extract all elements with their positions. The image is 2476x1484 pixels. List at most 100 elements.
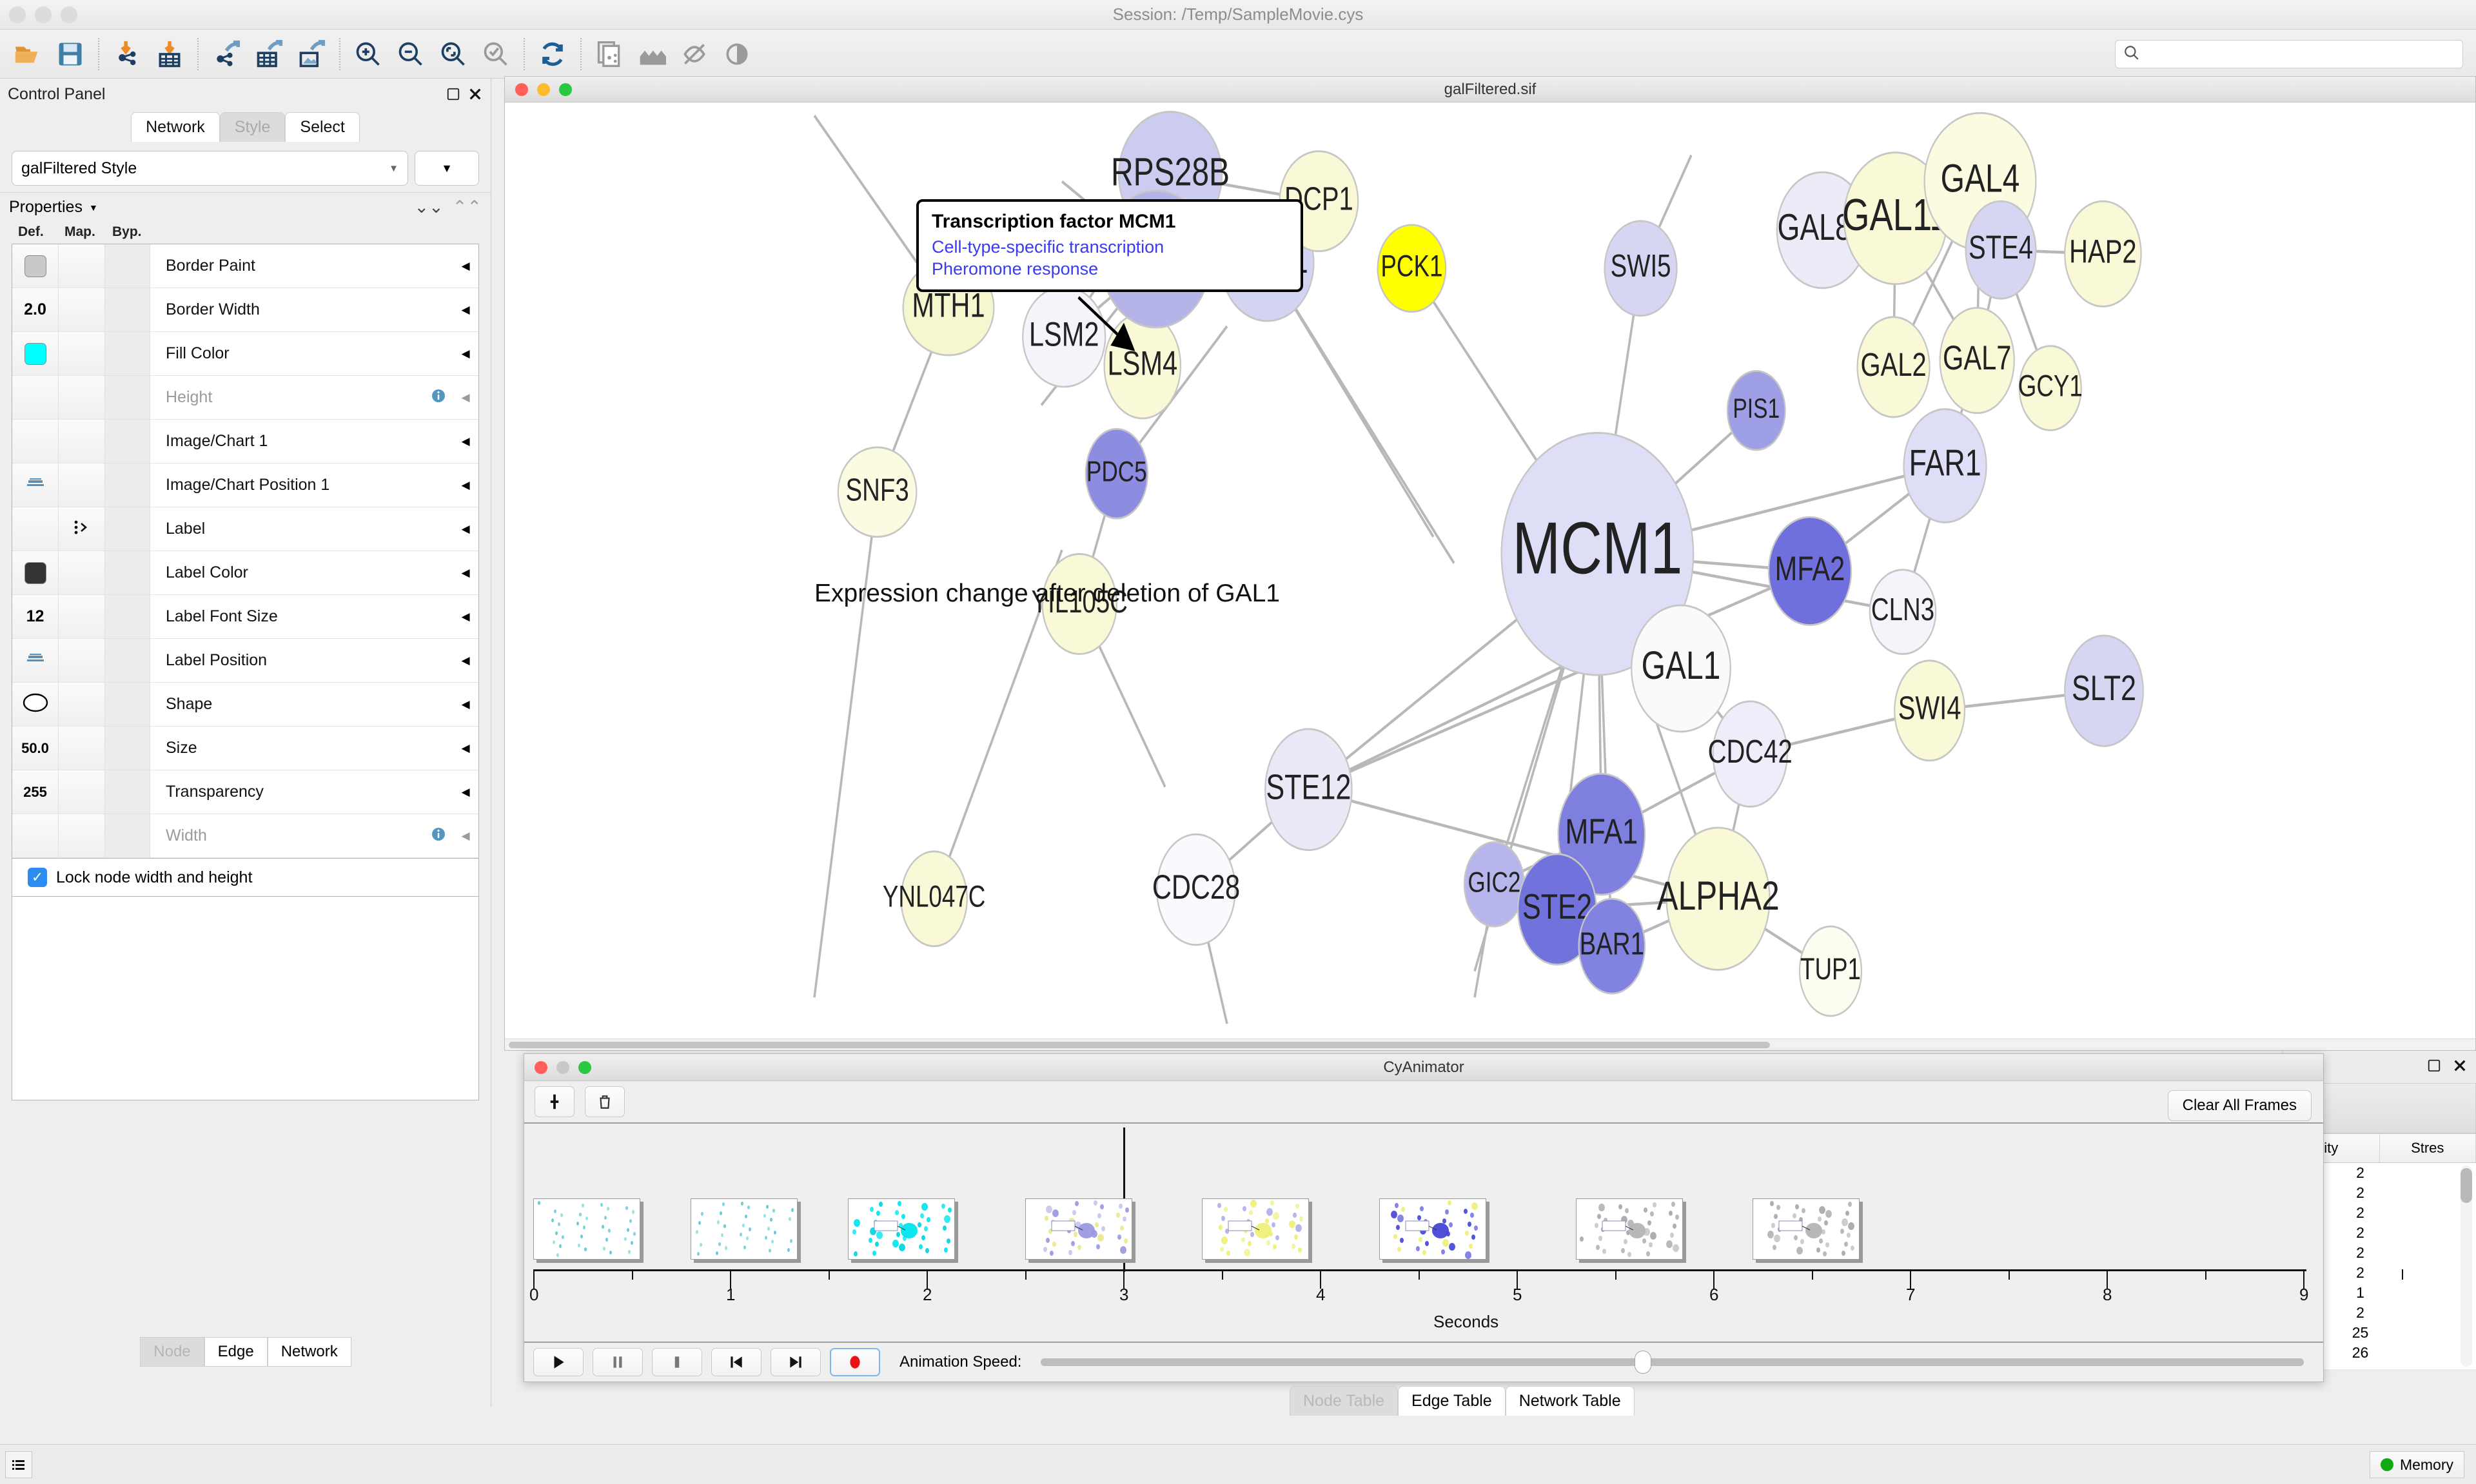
- first-neighbors-icon[interactable]: [631, 33, 673, 75]
- property-row[interactable]: Label Position ◀: [12, 639, 478, 683]
- network-node[interactable]: SNF3: [837, 446, 918, 538]
- table-row[interactable]: 25: [2352, 1324, 2369, 1341]
- info-icon[interactable]: [431, 388, 446, 407]
- property-row[interactable]: Shape ◀: [12, 683, 478, 727]
- hide-selected-icon[interactable]: [673, 33, 716, 75]
- network-node[interactable]: ALPHA2: [1657, 826, 1780, 971]
- property-mapping-cell[interactable]: [59, 639, 105, 682]
- property-default-cell[interactable]: 12: [12, 595, 59, 638]
- timeline-frame[interactable]: [533, 1198, 640, 1260]
- property-expand-arrow[interactable]: ◀: [461, 391, 470, 404]
- network-node[interactable]: TUP1: [1798, 925, 1863, 1017]
- network-node[interactable]: SLT2: [2064, 634, 2144, 747]
- property-default-cell[interactable]: [12, 464, 59, 507]
- property-mapping-cell[interactable]: [59, 288, 105, 331]
- skip-back-button[interactable]: [711, 1348, 761, 1376]
- add-frame-button[interactable]: [535, 1086, 575, 1117]
- network-node[interactable]: CLN3: [1869, 569, 1937, 655]
- zoom-out-icon[interactable]: [389, 33, 432, 75]
- record-button[interactable]: [830, 1348, 880, 1376]
- close-window-dot[interactable]: [515, 83, 528, 96]
- property-bypass-cell[interactable]: [105, 595, 150, 638]
- property-default-cell[interactable]: [12, 814, 59, 857]
- network-node[interactable]: LSM4: [1103, 312, 1182, 420]
- zoom-selected-icon[interactable]: [475, 33, 517, 75]
- close-icon[interactable]: [467, 86, 483, 102]
- column-ity[interactable]: ity: [2283, 1134, 2380, 1162]
- property-expand-arrow[interactable]: ◀: [461, 654, 470, 667]
- property-bypass-cell[interactable]: [105, 288, 150, 331]
- property-mapping-cell[interactable]: [59, 727, 105, 770]
- property-mapping-cell[interactable]: [59, 244, 105, 288]
- property-row[interactable]: 255 Transparency ◀: [12, 770, 478, 814]
- cyanimator-timeline[interactable]: 0 1 2 3 4 5 6 7 8 9 Seconds: [524, 1124, 2403, 1331]
- animation-speed-knob[interactable]: [1634, 1351, 1651, 1374]
- show-all-icon[interactable]: [716, 33, 758, 75]
- property-expand-arrow[interactable]: ◀: [461, 566, 470, 579]
- network-canvas[interactable]: MTH1SNF3LSM2LSM4RPS28BRPS28ADMC1DCP1PCK1…: [505, 103, 2475, 1050]
- collapse-all-icon[interactable]: ⌃⌃: [452, 197, 482, 217]
- open-folder-icon[interactable]: [6, 33, 49, 75]
- pause-button[interactable]: [593, 1348, 643, 1376]
- bottom-tab-network[interactable]: Network: [267, 1337, 351, 1367]
- clear-all-frames-button[interactable]: Clear All Frames: [2167, 1090, 2312, 1121]
- search-input[interactable]: [2145, 45, 2442, 63]
- property-row[interactable]: 50.0 Size ◀: [12, 727, 478, 770]
- network-node[interactable]: PCK1: [1377, 224, 1447, 313]
- property-expand-arrow[interactable]: ◀: [461, 785, 470, 798]
- search-box[interactable]: [2115, 40, 2463, 68]
- network-node[interactable]: GIC2: [1463, 841, 1525, 928]
- property-bypass-cell[interactable]: [105, 420, 150, 463]
- property-mapping-cell[interactable]: [59, 464, 105, 507]
- network-node[interactable]: YIL105C: [1031, 552, 1128, 655]
- tab-network-table[interactable]: Network Table: [1505, 1386, 1635, 1416]
- network-node[interactable]: PDC5: [1085, 427, 1148, 520]
- timeline-frame[interactable]: [1202, 1198, 1309, 1260]
- close-icon[interactable]: [2453, 1059, 2467, 1076]
- property-bypass-cell[interactable]: [105, 244, 150, 288]
- color-swatch[interactable]: [24, 255, 46, 277]
- tab-node-table[interactable]: Node Table: [1290, 1386, 1399, 1416]
- timeline-frame[interactable]: [848, 1198, 955, 1260]
- property-row[interactable]: Height ◀: [12, 376, 478, 420]
- lock-node-size-row[interactable]: ✓ Lock node width and height: [12, 859, 479, 897]
- network-node[interactable]: MCM1: [1500, 432, 1695, 676]
- maximize-window-dot[interactable]: [559, 83, 572, 96]
- property-default-cell[interactable]: [12, 551, 59, 594]
- cyanimator-window-controls[interactable]: [535, 1060, 591, 1074]
- restore-window-icon[interactable]: [446, 86, 461, 102]
- network-node[interactable]: CDC42: [1708, 700, 1793, 808]
- property-expand-arrow[interactable]: ◀: [461, 610, 470, 623]
- timeline-frame[interactable]: [1575, 1198, 1683, 1260]
- tab-network[interactable]: Network: [131, 112, 220, 142]
- tab-edge-table[interactable]: Edge Table: [1398, 1386, 1506, 1416]
- property-default-cell[interactable]: 2.0: [12, 288, 59, 331]
- property-row[interactable]: 2.0 Border Width ◀: [12, 288, 478, 332]
- property-bypass-cell[interactable]: [105, 683, 150, 726]
- animation-speed-slider[interactable]: [1041, 1351, 2304, 1374]
- property-default-cell[interactable]: [12, 639, 59, 682]
- property-expand-arrow[interactable]: ◀: [461, 303, 470, 316]
- property-default-cell[interactable]: 50.0: [12, 727, 59, 770]
- property-row[interactable]: 12 Label Font Size ◀: [12, 595, 478, 639]
- property-mapping-cell[interactable]: [59, 595, 105, 638]
- timeline-frame[interactable]: [691, 1198, 798, 1260]
- table-row[interactable]: 2: [2356, 1204, 2364, 1221]
- color-swatch[interactable]: [24, 342, 46, 365]
- property-expand-arrow[interactable]: ◀: [461, 741, 470, 754]
- maximize-window-dot[interactable]: [61, 6, 77, 23]
- property-bypass-cell[interactable]: [105, 507, 150, 551]
- refresh-icon[interactable]: [531, 33, 574, 75]
- property-expand-arrow[interactable]: ◀: [461, 434, 470, 447]
- minimize-window-dot[interactable]: [35, 6, 52, 23]
- property-mapping-cell[interactable]: [59, 507, 105, 551]
- network-node[interactable]: SWI5: [1604, 220, 1678, 317]
- network-node[interactable]: GAL2: [1856, 316, 1931, 418]
- property-expand-arrow[interactable]: ◀: [461, 698, 470, 710]
- network-node[interactable]: HAP2: [2064, 200, 2142, 308]
- table-row[interactable]: 2: [2356, 1304, 2364, 1321]
- property-bypass-cell[interactable]: [105, 727, 150, 770]
- lock-node-size-checkbox[interactable]: ✓: [28, 868, 47, 887]
- property-bypass-cell[interactable]: [105, 639, 150, 682]
- close-window-dot[interactable]: [9, 6, 26, 23]
